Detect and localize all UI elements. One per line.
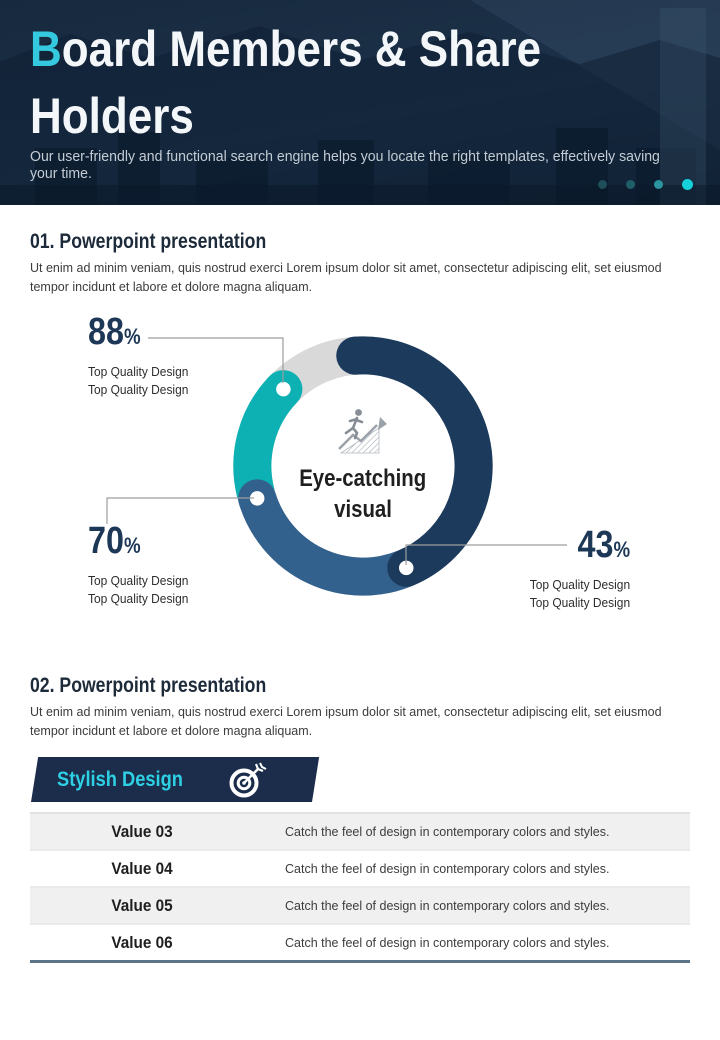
callout-caption-line: Top Quality Design — [88, 382, 189, 397]
donut-center-label-line2: visual — [334, 496, 392, 523]
pagination-dot-1[interactable] — [598, 180, 607, 189]
page-title-accent-letter: B — [30, 21, 62, 77]
row-label-text: Value 03 — [111, 821, 174, 841]
percent-value: 70% — [88, 522, 181, 565]
row-label: Value 03 — [30, 822, 255, 842]
percent-value: 88% — [88, 313, 181, 356]
donut-chart-rings — [233, 336, 493, 596]
callout-70-percent: 70% Top Quality Design Top Quality Desig… — [88, 522, 197, 608]
row-label-text: Value 06 — [111, 932, 174, 952]
table-row: Value 04 Catch the feel of design in con… — [30, 851, 690, 888]
row-label: Value 05 — [30, 896, 255, 916]
callout-caption-line: Top Quality Design — [88, 573, 189, 588]
row-label: Value 04 — [30, 859, 255, 879]
row-label-text: Value 05 — [111, 895, 174, 915]
row-description: Catch the feel of design in contemporary… — [285, 861, 610, 876]
person-climbing-arrow-icon — [338, 409, 387, 454]
callout-caption-line: Top Quality Design — [529, 577, 630, 592]
row-label: Value 06 — [30, 933, 255, 953]
percent-number: 70 — [88, 520, 124, 562]
values-table: Value 03 Catch the feel of design in con… — [30, 812, 690, 963]
callout-caption-line: Top Quality Design — [88, 591, 189, 606]
callout-88-percent: 88% Top Quality Design Top Quality Desig… — [88, 313, 197, 399]
section-02-body-text: Ut enim ad minim veniam, quis nostrud ex… — [30, 705, 662, 739]
navy-endpoint-dot — [398, 560, 414, 576]
table-row: Value 05 Catch the feel of design in con… — [30, 888, 690, 925]
pagination-dots — [598, 179, 693, 190]
percent-sign: % — [613, 537, 630, 562]
pagination-dot-2[interactable] — [626, 180, 635, 189]
section-01-body-text: Ut enim ad minim veniam, quis nostrud ex… — [30, 261, 662, 295]
steel-endpoint-dot — [249, 491, 265, 506]
section-01-heading: 01. Powerpoint presentation — [30, 230, 267, 253]
page-title-rest: oard Members & Share Holders — [30, 21, 542, 144]
pagination-dot-4-active[interactable] — [682, 179, 693, 190]
donut-segment-navy — [336, 336, 493, 587]
stylish-design-banner-content: Stylish Design — [31, 757, 312, 802]
percent-sign: % — [123, 324, 141, 349]
banner-label: Stylish Design — [57, 767, 183, 791]
percent-number: 88 — [88, 311, 124, 353]
stylish-design-banner: Stylish Design — [31, 757, 320, 802]
percent-sign: % — [123, 533, 141, 558]
teal-endpoint-dot — [276, 381, 291, 397]
target-icon — [229, 762, 267, 798]
row-description: Catch the feel of design in contemporary… — [285, 898, 610, 913]
percent-number: 43 — [577, 524, 614, 566]
row-label-text: Value 04 — [111, 858, 174, 878]
header-subtitle: Our user-friendly and functional search … — [30, 148, 660, 182]
cityscape-background-image — [0, 0, 720, 205]
callout-caption-line: Top Quality Design — [529, 595, 630, 610]
pagination-dot-3[interactable] — [654, 180, 663, 189]
donut-chart: Eye-catching visual — [227, 330, 499, 602]
page-title: Board Members & Share Holders — [30, 16, 558, 150]
percent-value: 43% — [537, 526, 630, 569]
table-row: Value 03 Catch the feel of design in con… — [30, 814, 690, 851]
donut-center-label-line1: Eye-catching — [299, 465, 427, 492]
row-description: Catch the feel of design in contemporary… — [285, 935, 610, 950]
callout-43-percent: 43% Top Quality Design Top Quality Desig… — [521, 526, 630, 612]
donut-segment-steel — [238, 479, 424, 596]
callout-caption-line: Top Quality Design — [88, 364, 189, 379]
header-banner: Board Members & Share Holders Our user-f… — [0, 0, 720, 205]
row-description: Catch the feel of design in contemporary… — [285, 824, 610, 839]
table-row: Value 06 Catch the feel of design in con… — [30, 925, 690, 960]
section-02-heading: 02. Powerpoint presentation — [30, 674, 267, 697]
donut-center-content: Eye-catching visual — [271, 374, 455, 558]
